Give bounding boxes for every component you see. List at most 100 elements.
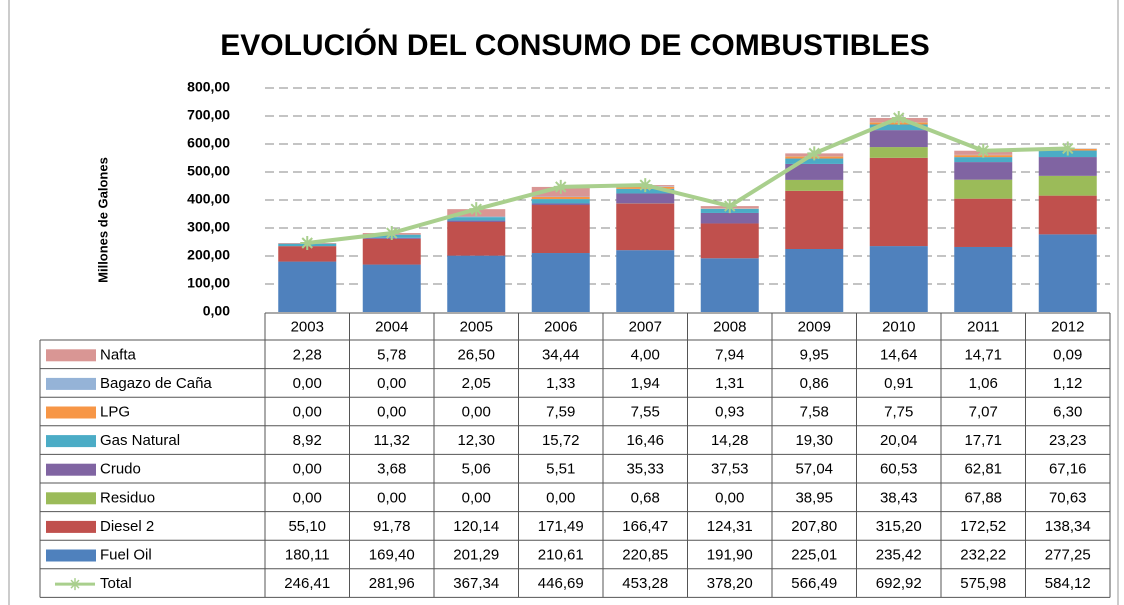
bar-segment <box>531 203 590 206</box>
table-value: 0,00 <box>377 403 406 420</box>
y-tick-label: 100,00 <box>187 275 230 291</box>
table-value: 0,00 <box>293 461 322 478</box>
table-value: 446,69 <box>538 575 584 592</box>
bar-segment <box>1038 195 1097 235</box>
legend-swatch <box>46 406 96 419</box>
y-tick-label: 500,00 <box>187 163 230 179</box>
bar-segment <box>785 179 844 191</box>
table-value: 6,30 <box>1053 403 1082 420</box>
bar-segment <box>447 220 506 222</box>
table-value: 453,28 <box>622 575 668 592</box>
table-value: 20,04 <box>880 432 918 449</box>
table-value: 34,44 <box>542 346 580 363</box>
bar-segment <box>1038 234 1097 312</box>
table-value: 166,47 <box>622 518 668 535</box>
y-tick-label: 0,00 <box>203 303 230 319</box>
table-value: 5,06 <box>462 461 491 478</box>
table-value: 210,61 <box>538 546 584 563</box>
bar-segment <box>954 246 1013 312</box>
x-tick-label: 2007 <box>629 318 662 335</box>
bar-segment <box>531 199 590 204</box>
x-tick-label: 2011 <box>967 318 999 335</box>
table-value: 38,43 <box>880 489 918 506</box>
table-value: 315,20 <box>876 518 922 535</box>
table-value: 91,78 <box>373 518 411 535</box>
table-value: 1,94 <box>631 375 660 392</box>
legend-label: Fuel Oil <box>100 546 152 563</box>
x-tick-label: 2005 <box>460 318 493 335</box>
total-line <box>307 115 1068 245</box>
table-value: 4,00 <box>631 346 660 363</box>
table-value: 8,92 <box>293 432 322 449</box>
table-value: 120,14 <box>453 518 499 535</box>
legend-swatch <box>69 578 81 591</box>
bar-segment <box>954 198 1013 247</box>
bar-segment <box>785 163 844 180</box>
table-value: 207,80 <box>791 518 837 535</box>
bar-segment <box>616 193 675 204</box>
table-value: 138,34 <box>1045 518 1091 535</box>
table-value: 37,53 <box>711 461 749 478</box>
total-marker <box>469 202 484 217</box>
bar-segment <box>447 217 506 221</box>
table-value: 575,98 <box>960 575 1006 592</box>
table-value: 0,09 <box>1053 346 1082 363</box>
table-value: 2,05 <box>462 375 491 392</box>
y-tick-label: 800,00 <box>187 79 230 95</box>
bar-segment <box>954 157 1013 163</box>
chart-title: EVOLUCIÓN DEL CONSUMO DE COMBUSTIBLES <box>220 28 929 62</box>
total-marker <box>807 146 822 161</box>
table-value: 281,96 <box>369 575 415 592</box>
table-value: 225,01 <box>791 546 837 563</box>
legend-swatch <box>46 549 96 562</box>
legend-swatch <box>46 377 96 390</box>
table-value: 180,11 <box>285 546 330 563</box>
table-value: 124,31 <box>707 518 753 535</box>
table-value: 246,41 <box>284 575 330 592</box>
bar-segment <box>362 264 421 312</box>
table-value: 0,00 <box>377 375 406 392</box>
y-axis-label: Millones de Galones <box>95 157 110 283</box>
table-value: 3,68 <box>377 461 406 478</box>
table-value: 220,85 <box>622 546 668 563</box>
bar-segment <box>869 130 928 148</box>
bar-segment <box>785 248 844 312</box>
table-value: 12,30 <box>457 432 495 449</box>
table-value: 14,71 <box>964 346 1002 363</box>
table-value: 9,95 <box>800 346 829 363</box>
total-marker <box>1060 141 1075 156</box>
table-value: 67,88 <box>964 489 1002 506</box>
table-value: 1,33 <box>546 375 575 392</box>
total-marker <box>722 199 737 214</box>
table-value: 0,00 <box>715 489 744 506</box>
bar-segment <box>278 246 337 262</box>
table-value: 67,16 <box>1049 461 1087 478</box>
table-value: 169,40 <box>369 546 415 563</box>
table-value: 7,59 <box>546 403 575 420</box>
bar-segment <box>785 158 844 164</box>
legend-label: Diesel 2 <box>100 518 154 535</box>
table-value: 17,71 <box>964 432 1002 449</box>
table-value: 15,72 <box>542 432 580 449</box>
bar-segment <box>954 179 1013 199</box>
table-value: 378,20 <box>707 575 753 592</box>
table-value: 23,23 <box>1049 432 1087 449</box>
table-value: 0,00 <box>377 489 406 506</box>
table-value: 367,34 <box>453 575 499 592</box>
table-value: 7,75 <box>884 403 913 420</box>
bar-segment <box>278 261 337 312</box>
y-tick-label: 700,00 <box>187 107 230 123</box>
legend-label: Residuo <box>100 489 155 506</box>
table-value: 584,12 <box>1045 575 1091 592</box>
table-value: 11,32 <box>374 432 410 449</box>
legend-label: LPG <box>100 403 130 420</box>
bar-segment <box>869 246 928 312</box>
legend-swatch <box>46 520 96 533</box>
table-value: 19,30 <box>795 432 833 449</box>
bar-segment <box>700 258 759 312</box>
bar-segment <box>869 124 928 131</box>
table-value: 566,49 <box>791 575 837 592</box>
y-tick-label: 300,00 <box>187 219 230 235</box>
total-marker <box>891 110 906 125</box>
total-marker <box>384 226 399 241</box>
